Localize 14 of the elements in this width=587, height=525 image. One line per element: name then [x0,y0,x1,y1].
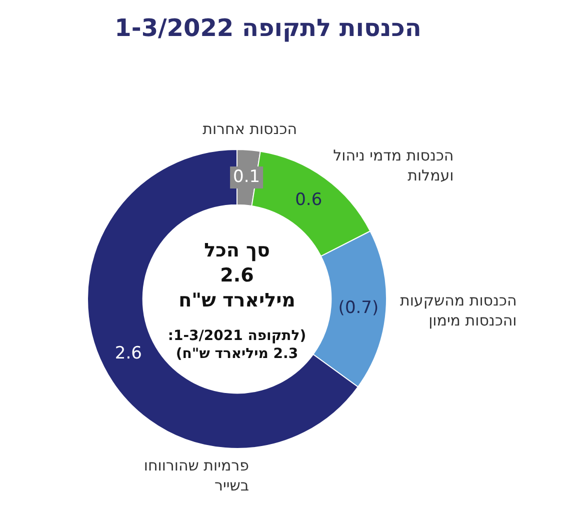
text: 2.6 [220,264,254,286]
text: מיליארד ש"ח [178,289,296,312]
slice-label: הכנסות מדמי ניהול ועמלות [333,146,454,185]
slice-label: הכנסות מהשקעות והכנסות מימון [400,292,517,330]
data-label: 0.6 [295,190,322,210]
text: (לתקופה 1-3/2021: [168,328,306,344]
chart-title: הכנסות לתקופה 1-3/2022 [114,14,422,44]
text: סך הכל [204,239,270,262]
slice-label: פרמיות שהורווחו בשייר [144,456,250,494]
slice-label: הכנסות אחרות [202,120,298,138]
text: 2.3 מיליארד ש"ח) [176,346,298,362]
data-label: 2.6 [114,344,142,364]
data-label: 0.1 [233,166,260,187]
data-label: (0.7) [338,298,379,318]
